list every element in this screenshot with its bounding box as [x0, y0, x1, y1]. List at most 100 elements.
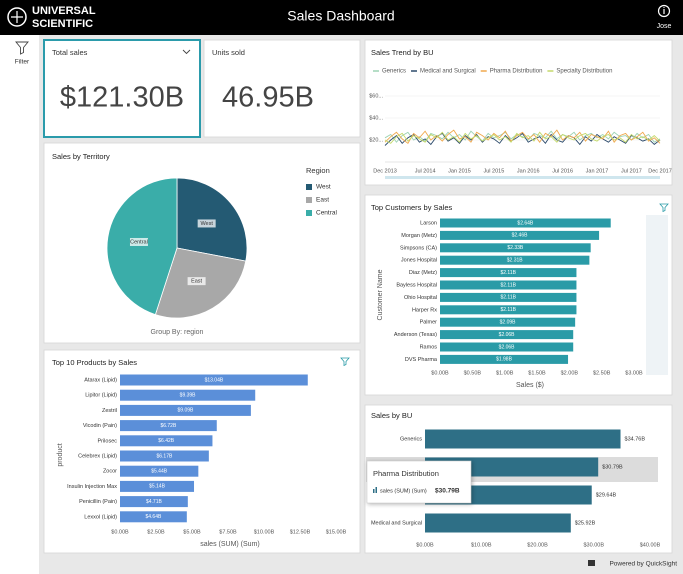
filter-icon[interactable] [340, 357, 350, 367]
bar [120, 496, 188, 508]
logo-text: SCIENTIFIC [32, 18, 93, 30]
value-label: $2.46B [512, 233, 529, 239]
value-label: $6.17B [156, 453, 173, 459]
value-label: $5.14B [149, 484, 166, 490]
value-label: $2.11B [500, 307, 516, 313]
bar [120, 374, 308, 386]
scroll-preview[interactable] [646, 215, 668, 375]
line-series [384, 130, 661, 143]
y-tick-label: Jones Hospital [401, 258, 437, 264]
tooltip: Pharma Distribution sales (SUM) (Sum) $3… [366, 460, 472, 504]
value-label: $9.39B [180, 393, 197, 399]
filter-icon[interactable] [659, 203, 669, 213]
y-tick-label: Insulin Injection Max [67, 484, 117, 490]
bar [440, 218, 611, 228]
kpi-value: $121.30B [60, 82, 184, 114]
tooltip-title: Pharma Distribution [373, 469, 439, 478]
filter-icon[interactable] [15, 41, 29, 55]
user-icon[interactable] [657, 4, 671, 18]
y-tick-label: Penicillin (Pain) [79, 499, 117, 505]
bar [120, 420, 217, 432]
x-tick-label: $10.00B [254, 529, 275, 535]
value-label: $2.11B [500, 295, 516, 301]
bar [440, 280, 577, 290]
value-label: $29.64B [596, 492, 617, 498]
legend-label: West [316, 184, 331, 191]
bar [440, 305, 577, 315]
bar [120, 465, 199, 477]
chart-title: Sales by Territory [52, 152, 110, 161]
logo-icon [7, 7, 27, 27]
chart-title: Sales by BU [371, 411, 412, 420]
y-axis-title: Customer Name [377, 269, 384, 320]
range-slider [385, 176, 660, 179]
filter-label[interactable]: Filter [15, 59, 30, 66]
header-bar [0, 0, 683, 35]
value-label: $5.44B [151, 469, 168, 475]
x-tick-label: $0.00B [431, 370, 449, 376]
line-series [384, 129, 661, 144]
x-tick-label: Jul 2014 [415, 168, 436, 174]
user-name[interactable]: Jose [657, 23, 672, 30]
kpi-panel[interactable] [203, 39, 361, 138]
x-tick-label: $15.00B [326, 529, 347, 535]
x-tick-label: Dec 2017 [648, 168, 672, 174]
value-label: $2.33B [507, 245, 524, 251]
legend-swatch [306, 210, 312, 216]
kpi-title: Total sales [52, 48, 88, 57]
chart-title: Top 10 Products by Sales [52, 358, 137, 367]
slice-label: West [200, 221, 213, 227]
bar [120, 404, 251, 416]
x-tick-label: $5.00B [183, 529, 201, 535]
value-label: $30.79B [602, 464, 623, 470]
legend-title: Region [306, 166, 330, 175]
y-tick-label: Ohio Hospital [404, 295, 437, 301]
dashboard-title: Sales Dashboard [287, 8, 394, 24]
y-tick-label: $20... [369, 137, 383, 143]
slice-label-bg [197, 219, 216, 228]
y-tick-label: Harper Rx [412, 307, 437, 313]
bar [120, 389, 256, 401]
kpi-panel[interactable] [43, 39, 201, 138]
value-label: $13.04B [205, 377, 224, 383]
dropdown-chevron[interactable] [182, 49, 191, 55]
legend-label: Specialty Distribution [556, 69, 612, 75]
legend-label: Pharma Distribution [490, 69, 543, 75]
chart-title: Top Customers by Sales [371, 203, 453, 212]
y-tick-label: Morgan (Metz) [401, 233, 437, 239]
x-axis-title: sales (SUM) (Sum) [200, 541, 260, 548]
y-tick-label: Ramos [420, 344, 438, 350]
bar [440, 342, 574, 352]
y-tick-label: Diaz (Metz) [409, 270, 437, 276]
y-tick-label: Larson [420, 220, 437, 226]
y-tick-label: Prilosec [97, 438, 117, 444]
value-label: $6.42B [158, 438, 175, 444]
chart-panel [364, 39, 673, 186]
pie-slice [106, 177, 178, 316]
x-tick-label: $20.00B [527, 542, 548, 548]
legend-label: Medical and Surgical [420, 69, 476, 75]
kpi-title: Units sold [212, 48, 245, 57]
value-label: $25.92B [575, 520, 596, 526]
slice-label: East [191, 279, 202, 285]
x-tick-label: Jan 2016 [517, 168, 540, 174]
x-tick-label: Jul 2017 [621, 168, 642, 174]
x-tick-label: Jan 2017 [586, 168, 609, 174]
x-tick-label: $1.00B [496, 370, 514, 376]
legend-label: East [316, 197, 329, 204]
y-tick-label: Celebrex (Lipid) [78, 453, 117, 459]
chart-title: Sales Trend by BU [371, 48, 434, 57]
x-tick-label: $2.50B [147, 529, 165, 535]
x-axis-title: Sales ($) [516, 382, 544, 389]
line-series [384, 132, 661, 146]
legend-label: Generics [382, 69, 406, 75]
tooltip-value: $30.79B [435, 488, 460, 495]
value-label: $2.64B [517, 220, 534, 226]
bar [440, 330, 574, 340]
x-tick-label: $3.00B [625, 370, 643, 376]
x-tick-label: $7.50B [219, 529, 237, 535]
x-tick-label: Jan 2015 [448, 168, 471, 174]
value-label: $34.76B [625, 436, 646, 442]
y-tick-label: Atarax (Lipid) [84, 377, 117, 383]
y-tick-label: Lipitor (Lipid) [85, 393, 117, 399]
